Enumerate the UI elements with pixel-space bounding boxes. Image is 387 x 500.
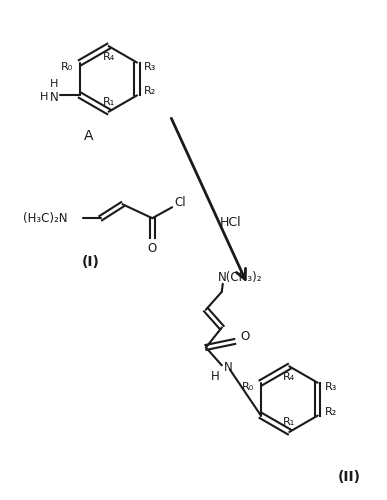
- Text: R₃: R₃: [324, 382, 337, 392]
- Text: R₁: R₁: [103, 97, 115, 107]
- Text: Cl: Cl: [174, 196, 186, 209]
- Text: R₂: R₂: [144, 86, 156, 97]
- Text: (H₃C)₂N: (H₃C)₂N: [23, 212, 68, 224]
- Text: O: O: [148, 242, 157, 254]
- Text: N(CH₃)₂: N(CH₃)₂: [218, 272, 262, 284]
- Text: N: N: [223, 361, 232, 374]
- Text: A: A: [84, 128, 94, 142]
- Text: H: H: [211, 370, 219, 383]
- Text: R₀: R₀: [242, 382, 254, 392]
- Text: N: N: [50, 91, 59, 104]
- Text: H: H: [40, 92, 49, 102]
- Text: O: O: [240, 330, 249, 343]
- Text: H: H: [50, 80, 58, 90]
- Text: R₂: R₂: [324, 406, 337, 416]
- Text: R₁: R₁: [283, 417, 295, 427]
- Text: R₀: R₀: [61, 62, 74, 72]
- Text: R₄: R₄: [283, 372, 295, 382]
- Text: R₄: R₄: [103, 52, 115, 62]
- Text: HCl: HCl: [220, 216, 241, 228]
- Text: R₃: R₃: [144, 62, 156, 72]
- Text: (I): (I): [82, 255, 100, 269]
- Text: (II): (II): [337, 470, 360, 484]
